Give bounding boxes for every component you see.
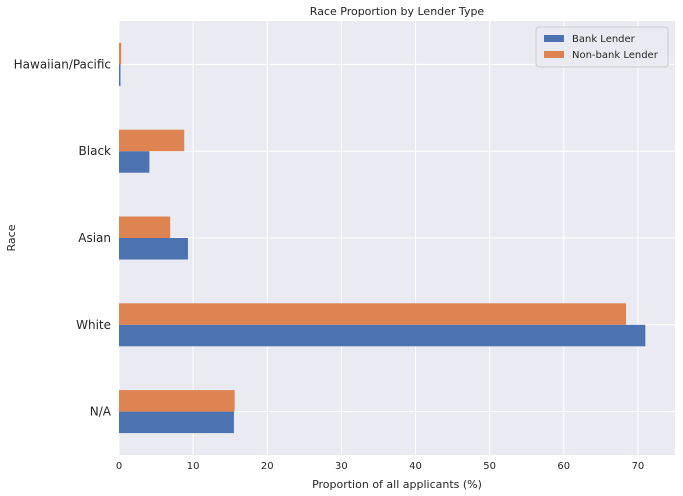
category-label: Black: [79, 144, 112, 158]
x-tick-label: 40: [409, 461, 422, 472]
x-tick-labels: 0 10 20 30 40 50 60 70: [116, 461, 644, 472]
bar-bank: [119, 238, 188, 260]
bar-nonbank: [119, 390, 235, 412]
bar-nonbank: [119, 216, 171, 238]
legend-swatch: [544, 51, 564, 58]
x-axis-label: Proportion of all applicants (%): [312, 478, 482, 491]
y-axis-label: Race: [5, 224, 18, 251]
bar-bank: [119, 151, 150, 173]
bar-bank: [119, 64, 121, 86]
x-tick-label: 50: [483, 461, 496, 472]
x-tick-label: 10: [187, 461, 200, 472]
y-category-labels: N/A White Asian Black Hawaiian/Pacific: [14, 57, 112, 418]
x-tick-label: 30: [335, 461, 348, 472]
category-label: N/A: [90, 405, 112, 419]
bar-nonbank: [119, 42, 122, 65]
bar-nonbank: [119, 303, 627, 325]
chart-title: Race Proportion by Lender Type: [310, 5, 485, 18]
x-tick-label: 60: [557, 461, 570, 472]
x-tick-label: 70: [632, 461, 645, 472]
legend-label: Bank Lender: [572, 34, 636, 45]
legend-label: Non-bank Lender: [572, 50, 659, 61]
x-tick-label: 20: [261, 461, 274, 472]
legend: Bank Lender Non-bank Lender: [535, 26, 669, 68]
legend-box: [535, 26, 669, 68]
category-label: White: [76, 318, 111, 332]
bar-bank: [119, 324, 646, 347]
category-label: Asian: [78, 231, 111, 245]
legend-swatch: [544, 35, 564, 42]
bars: [119, 42, 646, 434]
bar-nonbank: [119, 129, 185, 152]
category-label: Hawaiian/Pacific: [14, 57, 111, 71]
bar-bank: [119, 411, 234, 434]
x-tick-label: 0: [116, 461, 122, 472]
